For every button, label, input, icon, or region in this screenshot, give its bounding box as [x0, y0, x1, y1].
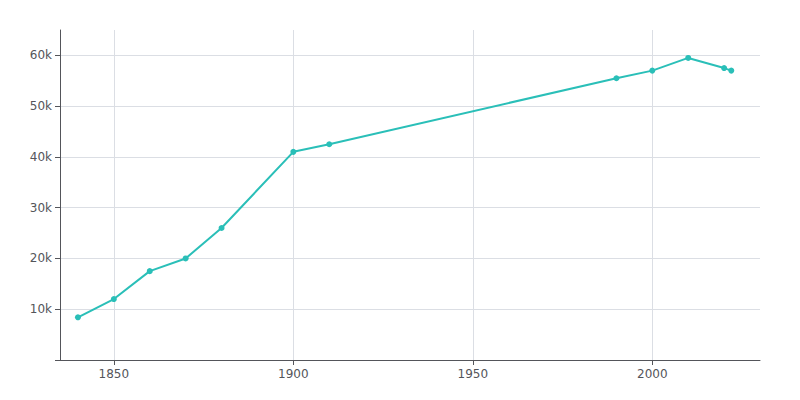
- svg-text:40k: 40k: [30, 150, 52, 164]
- svg-text:20k: 20k: [30, 251, 52, 265]
- svg-text:50k: 50k: [30, 99, 52, 113]
- svg-text:2000: 2000: [637, 367, 668, 381]
- svg-text:1950: 1950: [458, 367, 489, 381]
- svg-text:30k: 30k: [30, 201, 52, 215]
- svg-text:10k: 10k: [30, 302, 52, 316]
- svg-text:60k: 60k: [30, 48, 52, 62]
- svg-text:1850: 1850: [99, 367, 130, 381]
- svg-text:1900: 1900: [278, 367, 309, 381]
